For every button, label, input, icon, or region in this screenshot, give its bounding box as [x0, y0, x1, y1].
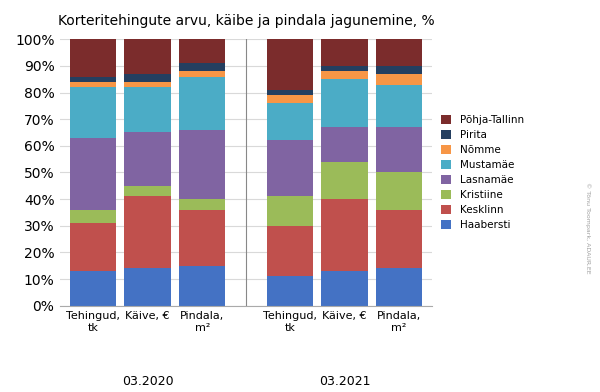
- Bar: [124, 186, 171, 196]
- Title: Korteritehingute arvu, käibe ja pindala jagunemine, %: Korteritehingute arvu, käibe ja pindala …: [58, 15, 434, 28]
- Bar: [266, 226, 313, 276]
- Bar: [179, 210, 226, 266]
- Bar: [179, 76, 226, 130]
- Bar: [70, 223, 116, 271]
- Bar: [376, 269, 422, 306]
- Bar: [266, 95, 313, 103]
- Bar: [179, 266, 226, 306]
- Text: © Tõnu Toompark, ADAUR.EE: © Tõnu Toompark, ADAUR.EE: [586, 181, 591, 273]
- Bar: [124, 132, 171, 186]
- Bar: [70, 210, 116, 223]
- Bar: [321, 66, 368, 71]
- Bar: [376, 127, 422, 172]
- Bar: [124, 82, 171, 87]
- Text: 03.2020: 03.2020: [122, 375, 173, 388]
- Bar: [321, 127, 368, 162]
- Bar: [124, 87, 171, 132]
- Bar: [124, 74, 171, 82]
- Bar: [179, 63, 226, 71]
- Text: 03.2021: 03.2021: [319, 375, 370, 388]
- Bar: [179, 71, 226, 76]
- Bar: [179, 39, 226, 63]
- Bar: [266, 140, 313, 196]
- Bar: [376, 172, 422, 210]
- Bar: [266, 103, 313, 140]
- Bar: [179, 199, 226, 210]
- Bar: [124, 196, 171, 269]
- Bar: [70, 138, 116, 210]
- Bar: [70, 39, 116, 76]
- Bar: [70, 76, 116, 82]
- Bar: [70, 82, 116, 87]
- Bar: [321, 271, 368, 306]
- Bar: [124, 39, 171, 74]
- Bar: [70, 271, 116, 306]
- Bar: [266, 276, 313, 306]
- Bar: [266, 196, 313, 226]
- Bar: [376, 85, 422, 127]
- Bar: [376, 210, 422, 269]
- Bar: [321, 199, 368, 271]
- Bar: [266, 39, 313, 90]
- Legend: Põhja-Tallinn, Pirita, Nõmme, Mustamäe, Lasnamäe, Kristiine, Kesklinn, Haabersti: Põhja-Tallinn, Pirita, Nõmme, Mustamäe, …: [441, 115, 524, 230]
- Bar: [376, 66, 422, 74]
- Bar: [321, 162, 368, 199]
- Bar: [376, 39, 422, 66]
- Bar: [321, 71, 368, 79]
- Bar: [376, 74, 422, 85]
- Bar: [266, 90, 313, 95]
- Bar: [70, 87, 116, 138]
- Bar: [321, 79, 368, 127]
- Bar: [321, 39, 368, 66]
- Bar: [179, 130, 226, 199]
- Bar: [124, 269, 171, 306]
